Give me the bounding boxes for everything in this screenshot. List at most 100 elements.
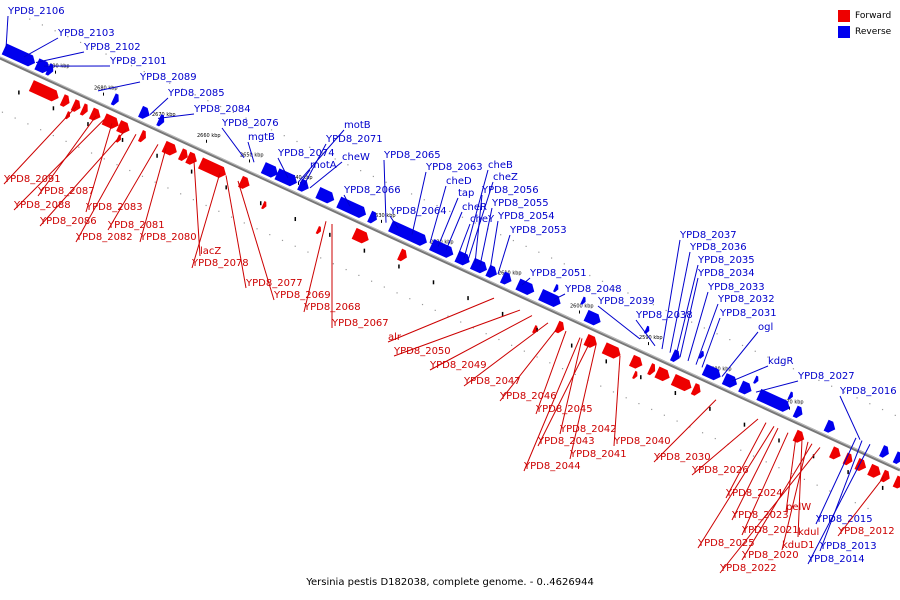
ruler-dot xyxy=(894,414,896,416)
reverse-gene-label-leader xyxy=(429,185,447,243)
forward-gene xyxy=(116,120,130,134)
reverse-gene-label-leader xyxy=(247,141,255,163)
ruler-dot xyxy=(665,309,667,312)
forward-gene xyxy=(854,458,867,472)
reverse-gene-label: YPD8_2056 xyxy=(481,185,539,196)
ruler-dot xyxy=(52,134,54,137)
ruler-dot xyxy=(549,362,551,364)
ruler-dot xyxy=(40,129,42,131)
reverse-gene xyxy=(156,114,165,127)
ruler-dot xyxy=(778,467,780,469)
marker-tick xyxy=(570,343,573,348)
reverse-gene-label: YPD8_2016 xyxy=(839,386,897,397)
marker-tick xyxy=(121,137,124,142)
legend-forward: Forward xyxy=(838,8,891,24)
ruler-dot xyxy=(500,234,502,236)
reverse-gene-label-leader xyxy=(23,37,59,58)
reverse-gene-label: YPD8_2101 xyxy=(109,56,167,67)
reverse-gene-label: YPD8_2014 xyxy=(807,554,865,565)
forward-gene xyxy=(632,370,638,379)
marker-tick xyxy=(674,391,677,396)
reverse-gene-label: YPD8_2102 xyxy=(83,42,141,53)
ruler-dot xyxy=(130,65,133,67)
ruler-dot xyxy=(640,298,642,300)
tick-label: 2610 kbp xyxy=(498,271,522,277)
tick-label: 2590 kbp xyxy=(639,335,663,341)
ruler-dot xyxy=(767,356,769,358)
reverse-gene xyxy=(701,363,721,381)
marker-tick xyxy=(156,153,158,158)
reverse-gene-label: YPD8_2033 xyxy=(707,282,765,293)
reverse-gene-label: YPD8_2036 xyxy=(689,242,747,253)
ruler-dot xyxy=(194,94,196,96)
forward-gene-label: YPD8_2030 xyxy=(653,452,711,463)
forward-gene-label-leader xyxy=(225,175,247,289)
tick-mark xyxy=(298,181,299,185)
reverse-gene xyxy=(721,373,738,388)
reverse-gene-label-leader xyxy=(383,159,387,223)
forward-gene xyxy=(197,157,226,179)
marker-tick xyxy=(52,106,55,111)
reverse-gene-label-leader xyxy=(819,440,863,552)
ruler-dot xyxy=(192,199,194,201)
ruler-dot xyxy=(511,344,513,346)
reverse-gene-label: cheZ xyxy=(493,172,518,183)
ruler-dot xyxy=(678,315,680,317)
reverse-gene-label: YPD8_2013 xyxy=(819,541,877,552)
marker-tick xyxy=(87,122,89,127)
reverse-gene-label: YPD8_2065 xyxy=(383,150,441,161)
reverse-gene-label-leader xyxy=(437,197,459,247)
marker-tick xyxy=(259,201,262,206)
forward-gene-label-leader xyxy=(523,337,581,472)
ruler-dot xyxy=(220,105,222,108)
reverse-gene-label-leader xyxy=(343,194,351,207)
ruler-dot xyxy=(169,82,171,84)
ruler-dot xyxy=(423,199,425,201)
reverse-gene-label: motB xyxy=(344,120,371,131)
forward-gene-label: YPD8_2043 xyxy=(537,436,595,447)
tick-label: 2620 kbp xyxy=(430,239,454,245)
forward-gene-label: YPD8_2042 xyxy=(559,424,617,435)
forward-gene xyxy=(137,130,146,143)
forward-gene-label: YPD8_2049 xyxy=(429,360,487,371)
reverse-gene-label-leader xyxy=(467,181,494,261)
reverse-gene-label: YPD8_2038 xyxy=(635,310,693,321)
forward-gene-label: YPD8_2012 xyxy=(837,526,895,537)
reverse-gene xyxy=(698,350,704,359)
ruler-dot xyxy=(818,379,820,382)
ruler-dot xyxy=(360,170,362,172)
ruler-dot xyxy=(754,350,756,352)
marker-tick xyxy=(294,217,297,222)
forward-gene-label: YPD8_2026 xyxy=(691,465,749,476)
ruler-dot xyxy=(258,123,260,125)
genome-axis-highlight xyxy=(0,56,900,470)
ruler-dot xyxy=(256,228,258,230)
tick-label: 2570 kbp xyxy=(780,400,804,406)
forward-gene-label: YPD8_2023 xyxy=(731,510,789,521)
forward-gene-label: YPD8_2046 xyxy=(499,391,557,402)
marker-tick xyxy=(398,264,400,269)
reverse-gene-label-leader xyxy=(35,51,85,63)
forward-gene xyxy=(28,80,59,102)
reverse-gene xyxy=(756,388,790,412)
ruler-dot xyxy=(434,309,436,311)
ruler-dot xyxy=(383,286,385,288)
ruler-dot xyxy=(347,164,349,166)
forward-gene-label-leader xyxy=(569,344,597,460)
ruler-dot xyxy=(92,47,94,49)
forward-gene-label: YPD8_2044 xyxy=(523,461,581,472)
ruler-dot xyxy=(358,274,360,276)
forward-gene-label: YPD8_2091 xyxy=(3,174,61,185)
ruler-dot xyxy=(321,152,324,154)
forward-gene-label-leader xyxy=(719,447,821,574)
ruler-dot xyxy=(27,123,29,125)
reverse-gene-label-leader xyxy=(731,365,769,382)
forward-gene-label: YPD8_2050 xyxy=(393,346,451,357)
reverse-gene-label: YPD8_2064 xyxy=(389,206,447,217)
forward-gene-label-leader xyxy=(13,119,105,211)
forward-gene-label-leader xyxy=(653,399,717,463)
ruler-dot xyxy=(589,274,591,277)
ruler-dot xyxy=(791,472,793,475)
tick-label: 2600 kbp xyxy=(570,304,594,310)
ruler-dot xyxy=(752,455,755,457)
